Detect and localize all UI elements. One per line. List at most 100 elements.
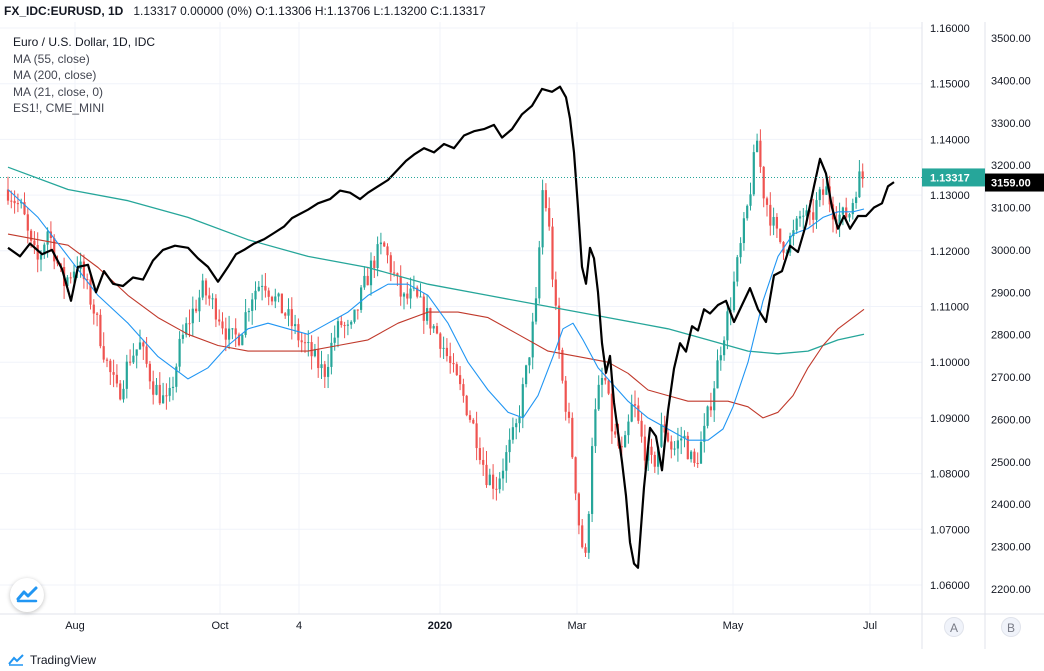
candle-body [162, 395, 165, 404]
candle-body [452, 363, 455, 365]
eurusd-tick-label: 1.15000 [930, 79, 970, 91]
candle-body [204, 280, 208, 296]
legend-ma55[interactable]: MA (55, close) [13, 51, 90, 66]
candle-body [46, 231, 49, 245]
candle-body [808, 210, 811, 213]
candle-body [445, 347, 448, 357]
ma55-line [7, 189, 865, 441]
candle-body [627, 421, 630, 436]
es-tick-label: 2600.00 [991, 414, 1031, 426]
candle-body [492, 474, 495, 489]
candle-body [178, 338, 181, 367]
candle-body [756, 140, 759, 153]
candle-body [554, 279, 557, 306]
eurusd-tick-label: 1.13000 [930, 190, 970, 202]
eurusd-tick-label: 1.06000 [930, 580, 970, 592]
candle-body [841, 207, 844, 215]
candle-body [36, 244, 39, 260]
candle-body [158, 384, 161, 404]
candle-body [511, 427, 514, 440]
indicator-lines [7, 85, 895, 569]
candle-body [851, 203, 854, 215]
es-tick-label: 3500.00 [991, 33, 1031, 45]
legend-ma21[interactable]: MA (21, close, 0) [13, 84, 104, 99]
candle-body [815, 200, 818, 220]
candle-body [600, 378, 604, 385]
candle-body [274, 296, 277, 302]
candle-body [16, 203, 19, 205]
chart-legend: Euro / U.S. Dollar, 1D, IDC MA (55, clos… [13, 34, 155, 117]
candle-body [426, 308, 429, 321]
tradingview-icon [16, 586, 38, 603]
candle-body [449, 356, 452, 364]
candle-body [488, 474, 491, 486]
candle-body [855, 197, 858, 204]
candle-body [112, 372, 115, 375]
candle-body [152, 381, 155, 395]
candle-body [363, 275, 366, 288]
candle-body [346, 324, 349, 326]
candle-body [765, 198, 769, 205]
ma21-line [7, 233, 865, 419]
candle-body [125, 361, 128, 389]
candle-body [515, 423, 518, 428]
candle-body [307, 342, 310, 344]
candle-body [673, 448, 676, 450]
candle-body [303, 342, 307, 344]
candle-body [746, 205, 749, 219]
candle-body [237, 334, 241, 346]
candle-body [643, 436, 646, 461]
symbol-title[interactable]: FX_IDC:EURUSD, 1D [4, 4, 124, 18]
candle-body [462, 384, 465, 396]
candle-body [422, 296, 425, 321]
candle-body [574, 457, 577, 494]
candle-body [798, 216, 802, 219]
candle-body [320, 364, 323, 369]
footer-brand[interactable]: TradingView [30, 653, 97, 667]
candle-body [435, 326, 439, 334]
candle-body [650, 446, 653, 455]
candle-body [247, 310, 250, 313]
candle-body [528, 357, 531, 366]
candle-body [525, 365, 528, 385]
legend-es-compare[interactable]: ES1!, CME_MINI [13, 101, 105, 115]
candle-body [138, 342, 142, 350]
footer: TradingView [0, 649, 200, 671]
candle-body [739, 243, 742, 258]
candle-body [419, 296, 422, 298]
candle-body [501, 470, 505, 479]
candle-body [653, 454, 656, 467]
price-chart[interactable]: 1.16000 1.15000 1.14000 1.13000 1.12000 1.110… [0, 22, 1044, 649]
candle-body [10, 200, 13, 202]
candle-body [165, 395, 168, 397]
candle-body [264, 285, 267, 291]
candle-body [132, 355, 135, 363]
candle-body [772, 216, 775, 226]
es-tick-label: 3300.00 [991, 118, 1031, 130]
candle-body [369, 260, 373, 286]
candle-body [736, 257, 739, 282]
candle-body [620, 446, 623, 448]
candle-body [330, 342, 333, 367]
legend-ma200[interactable]: MA (200, close) [13, 68, 97, 82]
es-compare-line [7, 85, 895, 569]
candle-body [541, 190, 544, 248]
candle-body [211, 298, 214, 300]
tradingview-logo-button[interactable] [10, 578, 44, 612]
candle-body [195, 308, 198, 312]
header-bar: FX_IDC:EURUSD, 1D 1.13317 0.00000 (0%) O… [0, 0, 1044, 22]
scale-button-b[interactable]: B [1001, 617, 1021, 637]
legend-main-series[interactable]: Euro / U.S. Dollar, 1D, IDC [13, 35, 156, 49]
candle-body [666, 432, 670, 442]
eurusd-tick-label: 1.12000 [930, 246, 970, 258]
scale-button-a[interactable]: A [944, 617, 964, 637]
candle-body [633, 404, 637, 406]
candle-body [148, 363, 151, 382]
x-tick-label: Jul [863, 620, 877, 632]
candle-body [802, 215, 805, 217]
candle-body [587, 513, 590, 553]
candle-body [732, 281, 736, 311]
candle-body [594, 409, 597, 447]
candle-body [759, 140, 762, 167]
candle-body [373, 260, 376, 269]
